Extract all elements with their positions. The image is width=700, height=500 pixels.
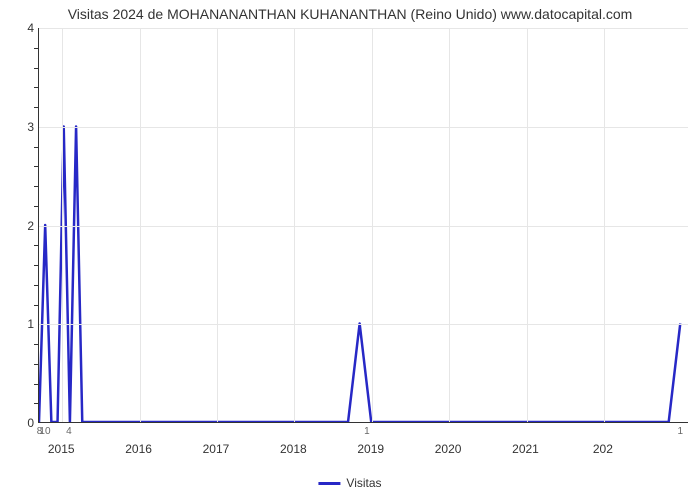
y-minor-tick	[34, 186, 38, 187]
x-tick-label: 2020	[435, 442, 462, 456]
y-tick-label: 3	[4, 120, 34, 134]
y-minor-tick	[34, 384, 38, 385]
x-tick-label: 2016	[125, 442, 152, 456]
value-label: 1	[677, 426, 683, 437]
x-tick-label: 2017	[203, 442, 230, 456]
chart-container: Visitas 2024 de MOHANANANTHAN KUHANANTHA…	[0, 0, 700, 500]
x-tick-label: 2019	[357, 442, 384, 456]
value-label: 4	[66, 426, 72, 437]
y-minor-tick	[34, 87, 38, 88]
legend: Visitas	[318, 476, 381, 490]
value-label: 10	[39, 426, 50, 437]
y-tick-label: 0	[4, 416, 34, 430]
legend-swatch	[318, 482, 340, 485]
y-minor-tick	[34, 166, 38, 167]
y-minor-tick	[34, 147, 38, 148]
y-minor-tick	[34, 48, 38, 49]
x-tick-label: 2021	[512, 442, 539, 456]
x-tick-label: 2018	[280, 442, 307, 456]
y-tick-label: 4	[4, 21, 34, 35]
y-minor-tick	[34, 265, 38, 266]
plot-area	[38, 28, 688, 423]
chart-title: Visitas 2024 de MOHANANANTHAN KUHANANTHA…	[0, 6, 700, 22]
y-minor-tick	[34, 245, 38, 246]
gridline-h	[39, 28, 688, 29]
y-minor-tick	[34, 344, 38, 345]
gridline-h	[39, 127, 688, 128]
series-line	[39, 127, 680, 423]
x-tick-label: 202	[593, 442, 613, 456]
y-minor-tick	[34, 107, 38, 108]
value-label: 1	[364, 426, 370, 437]
gridline-h	[39, 226, 688, 227]
legend-label: Visitas	[346, 476, 381, 490]
y-minor-tick	[34, 364, 38, 365]
y-minor-tick	[34, 305, 38, 306]
y-tick-label: 1	[4, 317, 34, 331]
y-minor-tick	[34, 403, 38, 404]
y-minor-tick	[34, 206, 38, 207]
y-minor-tick	[34, 68, 38, 69]
gridline-h	[39, 324, 688, 325]
y-minor-tick	[34, 285, 38, 286]
x-tick-label: 2015	[48, 442, 75, 456]
y-tick-label: 2	[4, 219, 34, 233]
